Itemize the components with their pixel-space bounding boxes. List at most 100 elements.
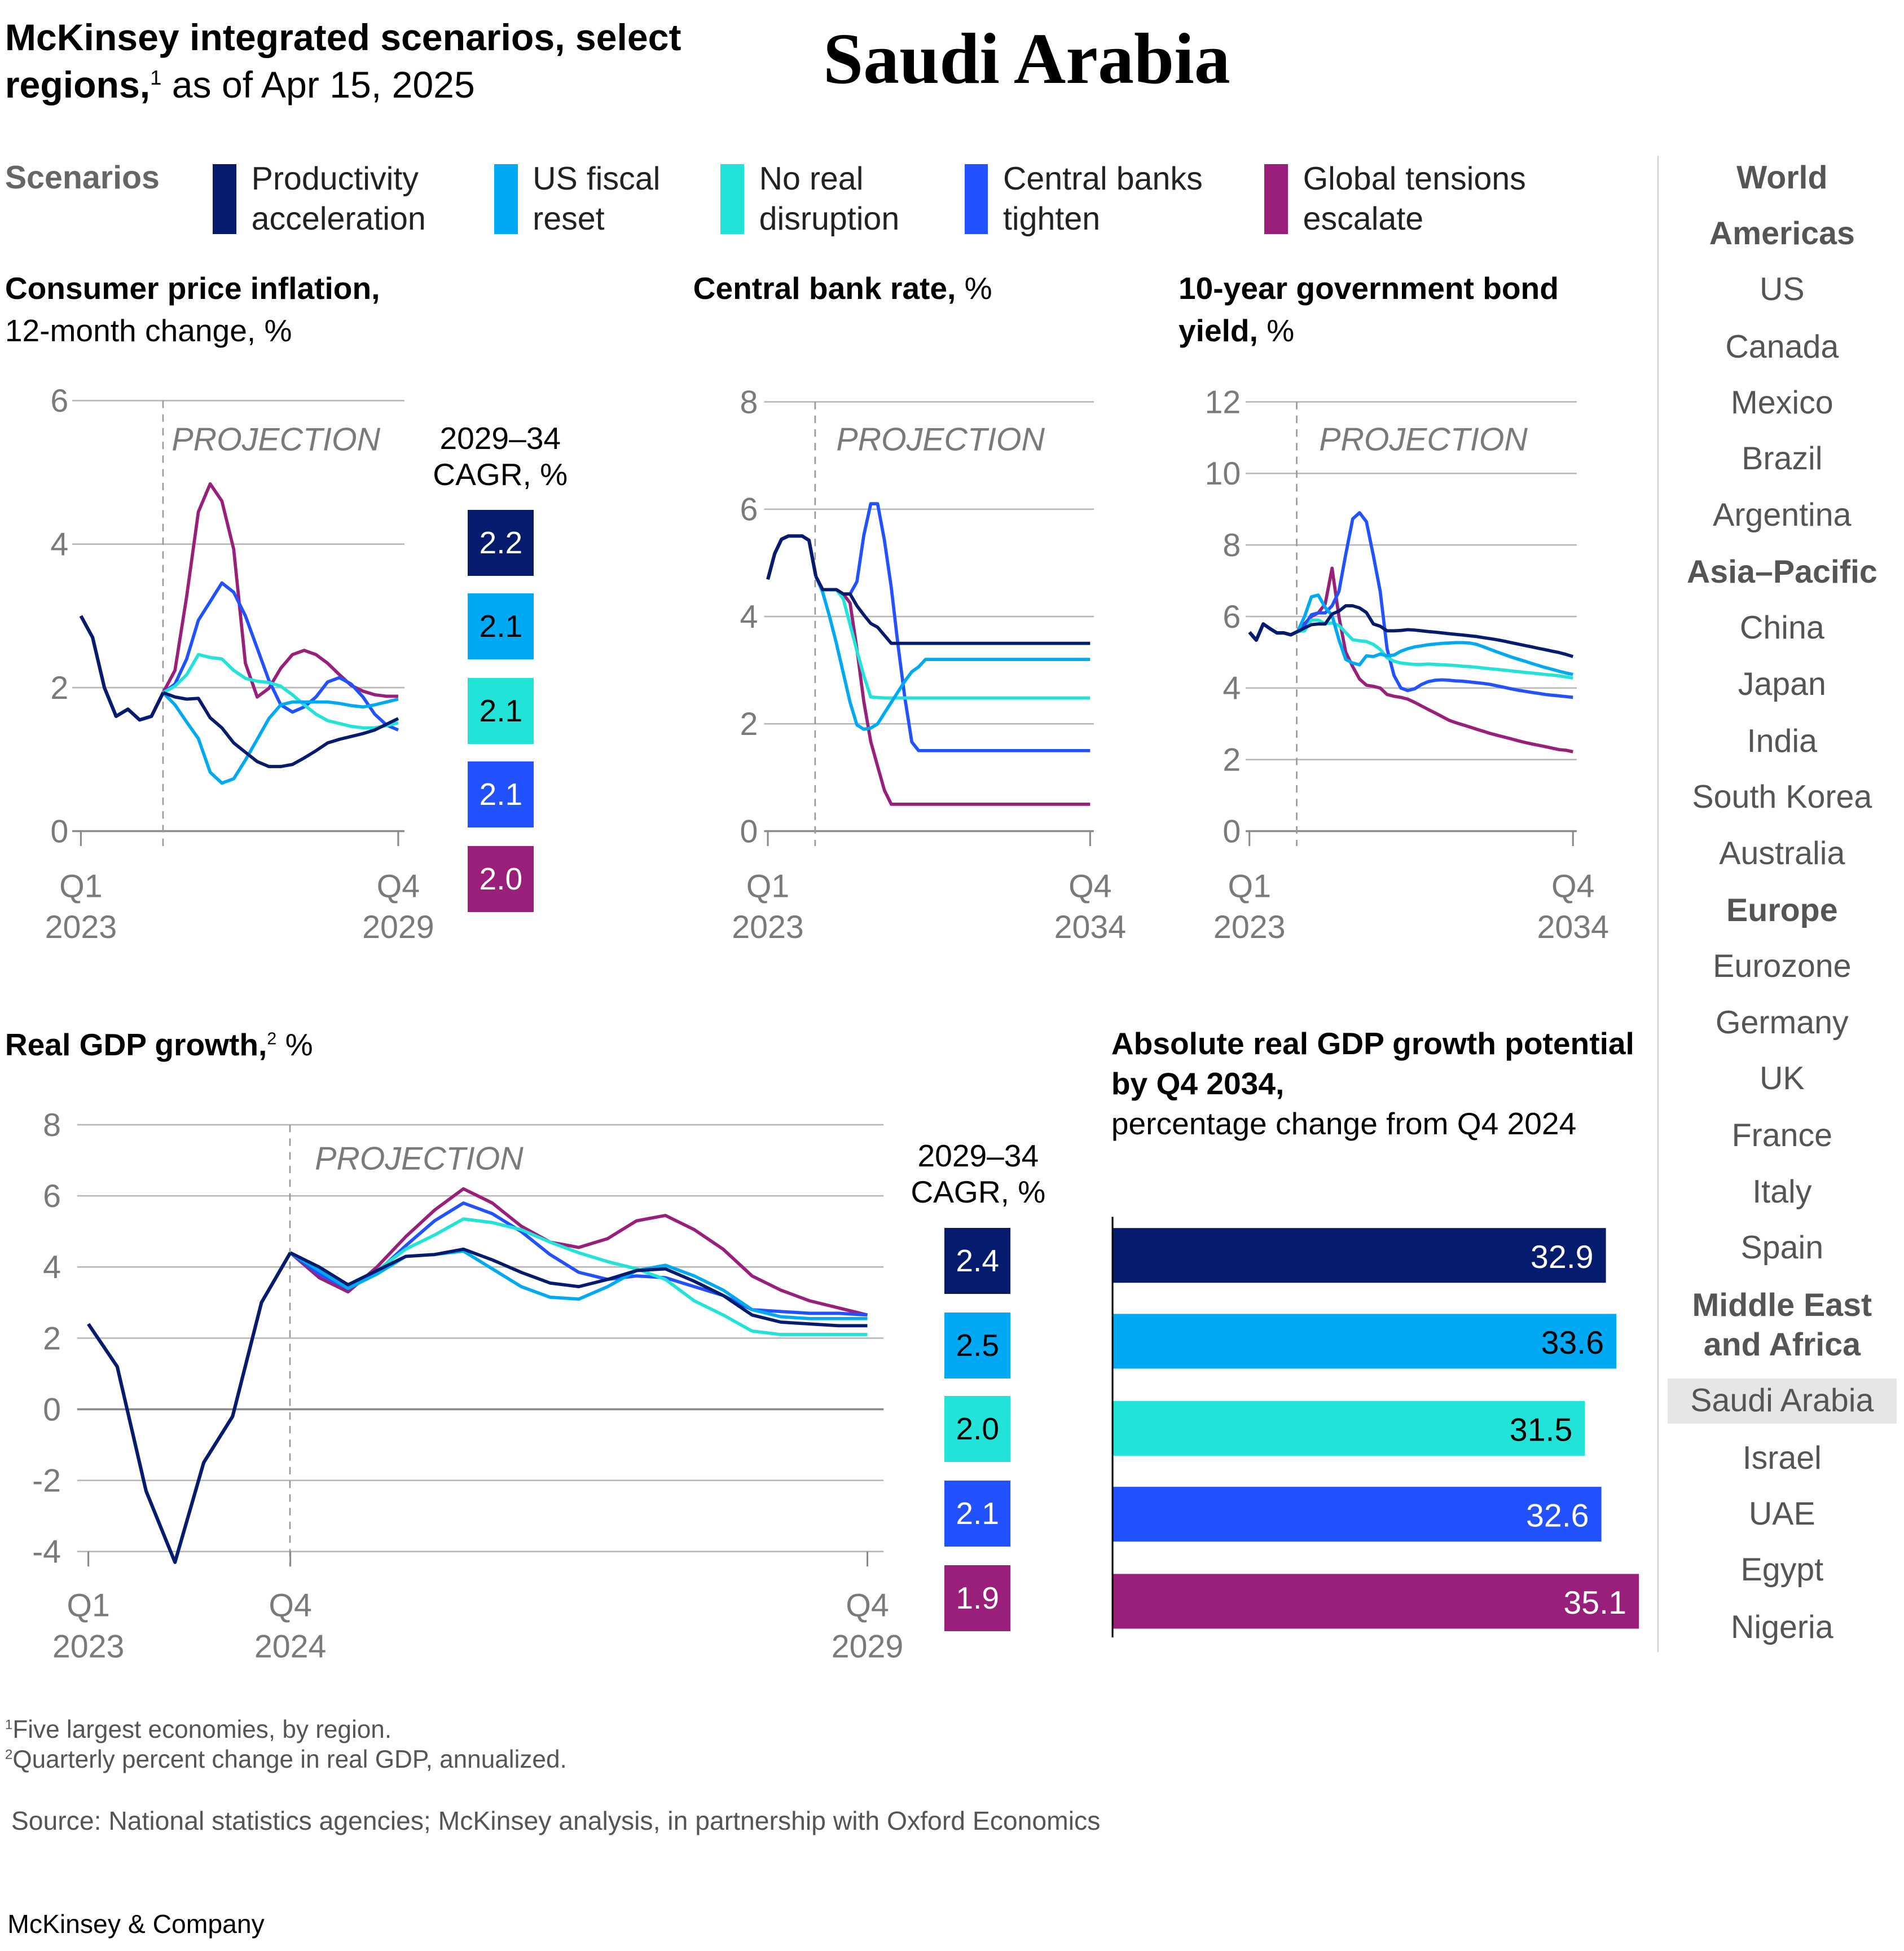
bar-global-tensions-escalate <box>1113 1574 1639 1629</box>
cpi-line-global-tensions-escalate <box>161 482 398 699</box>
gdp-y-tick-label: -2 <box>32 1463 61 1499</box>
nav-item-egypt[interactable]: Egypt <box>1740 1552 1824 1588</box>
nav-item-nigeria[interactable]: Nigeria <box>1730 1609 1833 1645</box>
central-bank-chart: 0 2 4 6 8 PROJECTION Q1 2023 Q4 2034 <box>732 384 1126 945</box>
gdp-line-us-fiscal-reset <box>289 1249 868 1320</box>
nav-item-middle-east-and-africa[interactable]: Middle East and Africa <box>1692 1287 1872 1363</box>
bond-yield-y-tick-label: 0 <box>1223 813 1241 849</box>
bond-yield-y-tick-label: 8 <box>1223 527 1241 563</box>
legend-swatch <box>213 164 237 234</box>
gdp-x-tick-quarter: Q1 <box>67 1587 110 1623</box>
nav-item-japan[interactable]: Japan <box>1738 666 1826 702</box>
cpi-chart: 0 2 4 6 PROJECTION Q1 2023 Q4 2029 <box>45 383 434 945</box>
gdp-x-tick-year: 2029 <box>832 1628 904 1664</box>
legend-text: No real disruption <box>759 161 900 237</box>
gdp-y-tick-label: 2 <box>43 1320 61 1357</box>
nav-item-india[interactable]: India <box>1747 723 1817 759</box>
bond-yield-line-productivity-acceleration <box>1296 604 1574 658</box>
cpi-y-tick-label: 4 <box>50 527 68 563</box>
gdp-potential-bar-chart: 32.9 33.6 31.5 32.6 35.1 <box>1111 1217 1639 1637</box>
nav-item-mexico[interactable]: Mexico <box>1731 385 1833 421</box>
cagr-value-central-banks-tighten: 2.1 <box>468 761 534 827</box>
nav-item-germany[interactable]: Germany <box>1715 1004 1849 1041</box>
nav-item-south-korea[interactable]: South Korea <box>1692 779 1872 816</box>
nav-item-france[interactable]: France <box>1731 1117 1833 1154</box>
gdp-line-no-real-disruption <box>289 1217 868 1336</box>
cpi-y-tick-label: 0 <box>50 813 68 849</box>
gdp-line-global-tensions-escalate <box>289 1187 868 1317</box>
cagr-value-us-fiscal-reset: 2.1 <box>468 593 534 660</box>
central-bank-title: Central bank rate, % <box>693 271 992 306</box>
bar-productivity-acceleration <box>1113 1228 1606 1283</box>
gdp-title: Real GDP growth,2 % <box>5 1027 313 1063</box>
central-bank-line-no-real-disruption <box>814 575 1090 700</box>
nav-item-italy[interactable]: Italy <box>1752 1173 1812 1210</box>
legend-swatch <box>964 164 988 234</box>
nav-item-europe[interactable]: Europe <box>1726 892 1838 928</box>
bar-value-label: 35.1 <box>1563 1585 1626 1621</box>
gdp-y-tick-label: 6 <box>43 1178 61 1214</box>
gdp-line-history <box>87 1252 292 1564</box>
nav-item-americas[interactable]: Americas <box>1709 215 1855 252</box>
cpi-line-history <box>79 615 165 722</box>
cagr-value-us-fiscal-reset: 2.5 <box>944 1313 1011 1379</box>
central-bank-x-tick-year: 2034 <box>1054 909 1127 945</box>
gdp-chart: -4 -2 0 2 4 6 8 PROJECTION Q1 2023 Q4 2024 Q4 2029 <box>32 1107 903 1664</box>
nav-item-israel[interactable]: Israel <box>1742 1439 1822 1476</box>
nav-item-world[interactable]: World <box>1736 159 1828 196</box>
cagr-value-productivity-acceleration: 2.2 <box>468 510 534 576</box>
nav-item-china[interactable]: China <box>1739 610 1824 646</box>
nav-item-asia-pacific[interactable]: Asia–Pacific <box>1686 554 1877 590</box>
nav-item-spain[interactable]: Spain <box>1740 1229 1824 1266</box>
cagr-value-central-banks-tighten: 2.1 <box>944 1481 1011 1547</box>
nav-item-uae[interactable]: UAE <box>1748 1495 1815 1532</box>
legend-swatch <box>720 164 745 234</box>
legend-swatch <box>494 164 518 234</box>
gdp-line-productivity-acceleration <box>289 1247 868 1328</box>
cpi-y-tick-label: 6 <box>50 383 68 419</box>
cagr-value-no-real-disruption: 2.0 <box>944 1396 1011 1462</box>
bond-yield-y-tick-label: 10 <box>1204 456 1241 492</box>
bar-value-label: 31.5 <box>1510 1412 1573 1448</box>
cpi-cagr-header: 2029–34 CAGR, % <box>433 420 568 492</box>
brand-logo: McKinsey & Company <box>7 1909 265 1939</box>
nav-item-uk[interactable]: UK <box>1759 1060 1805 1096</box>
central-bank-y-tick-label: 6 <box>740 492 758 528</box>
cagr-value-global-tensions-escalate: 2.0 <box>468 846 534 912</box>
gdp-y-tick-label: 8 <box>43 1107 61 1143</box>
bond-yield-y-tick-label: 12 <box>1204 384 1241 420</box>
legend-text: Global tensions escalate <box>1303 161 1526 237</box>
footnote-2: 2Quarterly percent change in real GDP, a… <box>5 1745 567 1773</box>
nav-item-argentina[interactable]: Argentina <box>1713 496 1852 533</box>
bond-yield-chart: 0 2 4 6 8 10 12 PROJECTION Q1 2023 Q4 2034 <box>1204 384 1609 945</box>
nav-item-canada[interactable]: Canada <box>1725 328 1839 365</box>
page-title: McKinsey integrated scenarios, select re… <box>5 17 681 107</box>
central-bank-y-tick-label: 4 <box>740 599 758 635</box>
central-bank-line-central-banks-tighten <box>814 502 1090 752</box>
nav-item-us[interactable]: US <box>1759 271 1805 308</box>
gdp-x-tick-year: 2024 <box>254 1628 327 1664</box>
cpi-x-tick-year: 2023 <box>45 909 117 945</box>
bar-value-label: 32.9 <box>1531 1239 1594 1275</box>
nav-item-brazil[interactable]: Brazil <box>1742 441 1823 477</box>
bar-central-banks-tighten <box>1113 1487 1602 1542</box>
nav-item-australia[interactable]: Australia <box>1719 835 1845 871</box>
central-bank-line-productivity-acceleration <box>814 575 1090 645</box>
bond-yield-line-no-real-disruption <box>1297 618 1573 680</box>
bond-yield-line-us-fiscal-reset <box>1296 593 1573 676</box>
central-bank-x-tick-quarter: Q4 <box>1068 868 1112 904</box>
legend-text: Productivity acceleration <box>251 161 426 237</box>
central-bank-x-tick-year: 2023 <box>732 909 804 945</box>
nav-item-eurozone[interactable]: Eurozone <box>1713 948 1852 985</box>
cpi-line-no-real-disruption <box>162 653 399 730</box>
cpi-line-productivity-acceleration <box>162 691 399 768</box>
cpi-x-tick-quarter: Q1 <box>59 868 102 904</box>
gdp-x-tick-quarter: Q4 <box>846 1587 889 1623</box>
central-bank-line-us-fiscal-reset <box>814 575 1090 731</box>
nav-item-saudi-arabia[interactable]: Saudi Arabia <box>1667 1379 1897 1424</box>
bond-yield-x-tick-quarter: Q1 <box>1228 868 1271 904</box>
bond-yield-x-tick-year: 2023 <box>1213 909 1286 945</box>
central-bank-line-history <box>766 534 818 580</box>
